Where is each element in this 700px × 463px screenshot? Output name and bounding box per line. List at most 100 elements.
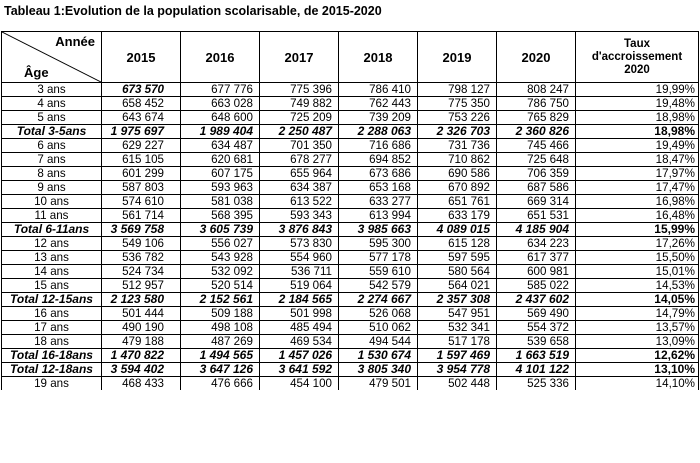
- cell-2018: 716 686: [338, 138, 418, 153]
- row-label: Total 12-15ans: [1, 292, 102, 307]
- cell-2018: 494 544: [338, 334, 418, 349]
- row-label: 18 ans: [1, 334, 102, 349]
- header-year-2015: 2015: [101, 31, 181, 83]
- row-label: 15 ans: [1, 278, 102, 293]
- cell-2020: 525 336: [496, 376, 576, 390]
- cell-2020: 554 372: [496, 320, 576, 335]
- row-label: 19 ans: [1, 376, 102, 390]
- cell-2020: 745 466: [496, 138, 576, 153]
- cell-2020: 706 359: [496, 166, 576, 181]
- table-row: 13 ans 536 782 543 928 554 960 577 178 597 59…: [1, 250, 699, 265]
- cell-2015: 524 734: [101, 264, 181, 279]
- cell-2018: 786 410: [338, 82, 418, 97]
- cell-2020: 4 185 904: [496, 222, 576, 237]
- cell-2015: 501 444: [101, 306, 181, 321]
- table-row: 14 ans 524 734 532 092 536 711 559 610 580 56…: [1, 264, 699, 279]
- cell-2015: 1 975 697: [101, 124, 181, 139]
- cell-2019: 633 179: [417, 208, 497, 223]
- cell-2015: 561 714: [101, 208, 181, 223]
- cell-2015: 2 123 580: [101, 292, 181, 307]
- cell-2016: 2 152 561: [180, 292, 260, 307]
- cell-2017: 573 830: [259, 236, 339, 251]
- cell-2018: 1 530 674: [338, 348, 418, 363]
- cell-2020: 786 750: [496, 96, 576, 111]
- row-label: Total 3-5ans: [1, 124, 102, 139]
- total-row: Total 12-18ans 3 594 402 3 647 126 3 641 59…: [1, 362, 699, 377]
- cell-rate: 16,48%: [575, 208, 699, 223]
- cell-2017: 554 960: [259, 250, 339, 265]
- cell-2019: 502 448: [417, 376, 497, 390]
- cell-2017: 485 494: [259, 320, 339, 335]
- cell-rate: 18,98%: [575, 124, 699, 139]
- total-row: Total 3-5ans 1 975 697 1 989 404 2 250 487 2…: [1, 124, 699, 139]
- cell-2015: 468 433: [101, 376, 181, 390]
- cell-2018: 673 686: [338, 166, 418, 181]
- header-year-2019: 2019: [417, 31, 497, 83]
- total-row: Total 12-15ans 2 123 580 2 152 561 2 184 56…: [1, 292, 699, 307]
- cell-2017: 593 343: [259, 208, 339, 223]
- cell-2015: 587 803: [101, 180, 181, 195]
- cell-rate: 14,10%: [575, 376, 699, 390]
- cell-2016: 663 028: [180, 96, 260, 111]
- header-year-2018: 2018: [338, 31, 418, 83]
- cell-2020: 1 663 519: [496, 348, 576, 363]
- cell-2016: 581 038: [180, 194, 260, 209]
- cell-2020: 4 101 122: [496, 362, 576, 377]
- cell-2016: 1 494 565: [180, 348, 260, 363]
- cell-2018: 479 501: [338, 376, 418, 390]
- header-rate: Taux d'accroissement 2020: [575, 31, 699, 83]
- cell-2015: 1 470 822: [101, 348, 181, 363]
- cell-2020: 808 247: [496, 82, 576, 97]
- cell-2019: 775 350: [417, 96, 497, 111]
- row-label: 11 ans: [1, 208, 102, 223]
- cell-2018: 3 985 663: [338, 222, 418, 237]
- table-row: 19 ans 468 433 476 666 454 100 479 501 502 44…: [1, 376, 699, 390]
- cell-2018: 653 168: [338, 180, 418, 195]
- cell-2017: 2 250 487: [259, 124, 339, 139]
- cell-2015: 601 299: [101, 166, 181, 181]
- cell-2017: 749 882: [259, 96, 339, 111]
- cell-2019: 690 586: [417, 166, 497, 181]
- cell-rate: 18,98%: [575, 110, 699, 125]
- cell-rate: 14,79%: [575, 306, 699, 321]
- population-table: Année Âge 2015 2016 2017 2018 2019 2020 …: [1, 31, 699, 390]
- row-label: 12 ans: [1, 236, 102, 251]
- row-label: Total 6-11ans: [1, 222, 102, 237]
- cell-2015: 615 105: [101, 152, 181, 167]
- cell-2018: 2 274 667: [338, 292, 418, 307]
- row-label: 17 ans: [1, 320, 102, 335]
- cell-2017: 725 209: [259, 110, 339, 125]
- cell-2016: 520 514: [180, 278, 260, 293]
- cell-2020: 725 648: [496, 152, 576, 167]
- table-row: 16 ans 501 444 509 188 501 998 526 068 547 95…: [1, 306, 699, 321]
- cell-2017: 3 876 843: [259, 222, 339, 237]
- cell-rate: 13,09%: [575, 334, 699, 349]
- cell-2019: 3 954 778: [417, 362, 497, 377]
- cell-2018: 526 068: [338, 306, 418, 321]
- cell-2018: 762 443: [338, 96, 418, 111]
- cell-2015: 629 227: [101, 138, 181, 153]
- cell-2017: 634 387: [259, 180, 339, 195]
- cell-2017: 454 100: [259, 376, 339, 390]
- row-label: 5 ans: [1, 110, 102, 125]
- total-row: Total 16-18ans 1 470 822 1 494 565 1 457 02…: [1, 348, 699, 363]
- cell-2017: 701 350: [259, 138, 339, 153]
- cell-rate: 16,98%: [575, 194, 699, 209]
- header-corner-cell: Année Âge: [1, 31, 102, 83]
- table-row: 15 ans 512 957 520 514 519 064 542 579 564 02…: [1, 278, 699, 293]
- cell-2020: 2 360 826: [496, 124, 576, 139]
- cell-rate: 19,49%: [575, 138, 699, 153]
- table-row: 18 ans 479 188 487 269 469 534 494 544 517 17…: [1, 334, 699, 349]
- cell-2016: 532 092: [180, 264, 260, 279]
- cell-2020: 539 658: [496, 334, 576, 349]
- cell-2015: 479 188: [101, 334, 181, 349]
- row-label: 14 ans: [1, 264, 102, 279]
- cell-rate: 13,57%: [575, 320, 699, 335]
- cell-2017: 469 534: [259, 334, 339, 349]
- cell-2015: 536 782: [101, 250, 181, 265]
- cell-2019: 532 341: [417, 320, 497, 335]
- cell-rate: 15,50%: [575, 250, 699, 265]
- cell-2019: 547 951: [417, 306, 497, 321]
- row-label: 13 ans: [1, 250, 102, 265]
- cell-2016: 509 188: [180, 306, 260, 321]
